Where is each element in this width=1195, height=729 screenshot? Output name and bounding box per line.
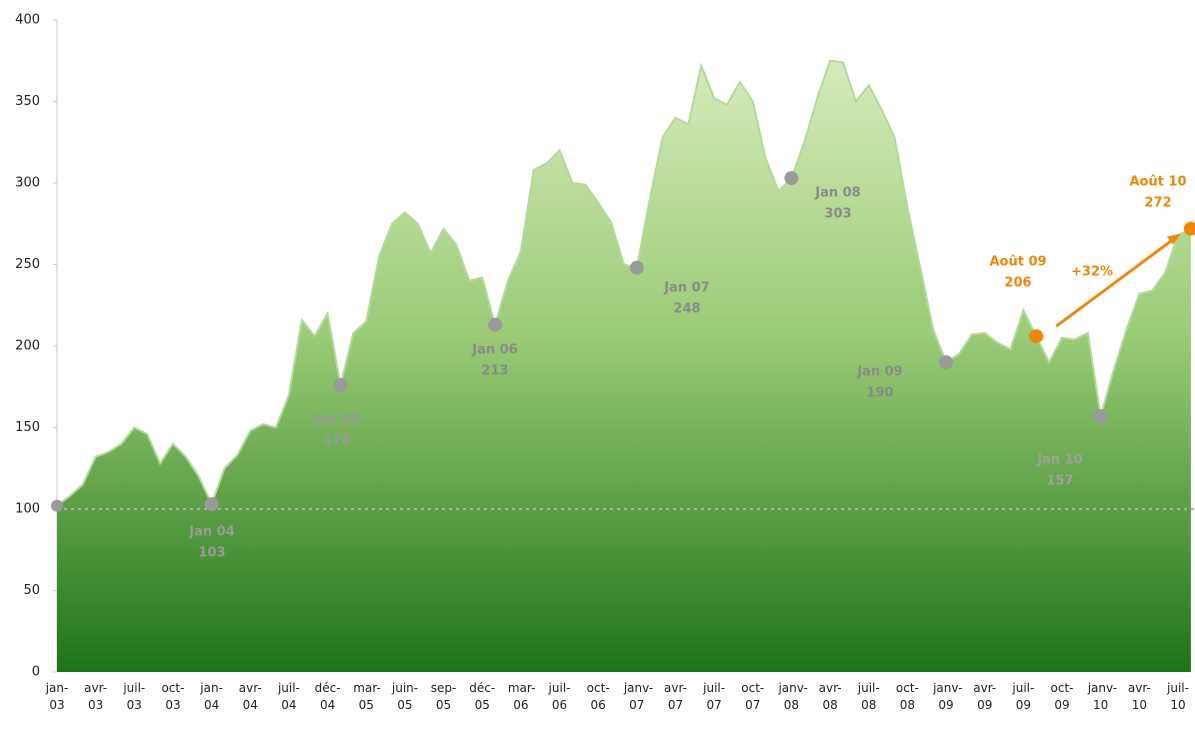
annotation-marker (488, 317, 503, 332)
annotation-marker (333, 378, 348, 393)
area-outline (56, 59, 1192, 507)
x-tick-label: déc-04 (314, 681, 341, 712)
x-tick-label: juin-05 (391, 681, 419, 712)
annotation-label: Jan 10 (1036, 453, 1082, 468)
x-tick-label: oct-08 (895, 681, 919, 712)
annotation-label: Jan 07 (663, 281, 709, 296)
x-tick-label: sep-05 (430, 681, 457, 712)
annotation-marker (1183, 221, 1195, 236)
x-tick-label: oct-03 (161, 681, 185, 712)
annotation-value: 176 (323, 434, 350, 449)
annotation-marker (629, 260, 644, 275)
y-tick-label: 350 (15, 94, 40, 109)
annotation-label: Août 10 (1129, 175, 1186, 190)
annotation-value: 303 (824, 207, 851, 222)
x-tick-label: janv-07 (623, 681, 654, 712)
x-tick-label: avr-07 (663, 681, 687, 712)
start-marker (51, 499, 63, 512)
annotation-label: Jan 09 (856, 365, 902, 380)
annotation-label: Août 09 (989, 255, 1046, 270)
y-tick-label: 250 (15, 257, 40, 272)
annotation-value: 190 (866, 386, 893, 401)
annotation-value: 103 (198, 546, 225, 561)
x-tick-label: jan-03 (45, 681, 69, 712)
x-tick-label: juil-03 (123, 681, 146, 712)
y-tick-label: 300 (15, 176, 40, 191)
annotation-label: Jan 05 (313, 413, 359, 428)
x-tick-label: janv-09 (933, 681, 963, 712)
x-tick-label: avr-04 (238, 681, 262, 712)
x-tick-label: janv-10 (1087, 681, 1118, 712)
x-tick-label: avr-09 (973, 681, 997, 712)
x-tick-label: oct-09 (1050, 681, 1074, 712)
x-tick-label: juil-07 (703, 681, 726, 712)
annotation-value: 213 (481, 364, 508, 379)
x-tick-label: avr-08 (818, 681, 842, 712)
x-tick-label: juil-08 (857, 681, 880, 712)
y-tick-label: 200 (15, 339, 40, 354)
x-tick-label: juil-04 (277, 681, 300, 712)
y-tick-label: 150 (15, 420, 40, 435)
annotation-value: 157 (1046, 474, 1073, 489)
annotation-marker (1093, 409, 1108, 424)
annotation-marker (939, 355, 954, 370)
x-tick-label: oct-07 (741, 681, 765, 712)
x-tick-label: mar-05 (353, 681, 381, 712)
arrow-head (1166, 233, 1181, 245)
change-arrow (1055, 235, 1178, 328)
annotation-label: Jan 08 (814, 186, 860, 201)
x-tick-label: avr-03 (84, 681, 108, 712)
annotation-marker (784, 171, 799, 186)
annotation-value: 206 (1004, 276, 1031, 291)
annotation-marker (1029, 329, 1044, 344)
x-tick-label: avr-10 (1127, 681, 1151, 712)
chart: 0 50 100 150 200 250 300 350 400 Jan 04 103 Jan 05 1… (15, 13, 1195, 680)
annotation-value: 272 (1144, 196, 1171, 211)
annotation-label: Jan 06 (471, 343, 517, 358)
x-tick-label: janv-08 (778, 681, 808, 712)
y-tick-label: 0 (32, 665, 40, 680)
annotation-marker (204, 497, 219, 512)
y-tick-label: 100 (15, 502, 40, 517)
x-tick-label: juil-06 (548, 681, 571, 712)
x-tick-label: juil-10 (1167, 681, 1189, 712)
annotation-value: 248 (673, 302, 700, 317)
x-tick-label: jan-04 (200, 681, 223, 712)
y-tick-label: 400 (15, 13, 40, 28)
annotation-label: Jan 04 (188, 525, 234, 540)
y-tick-label: 50 (23, 583, 40, 598)
x-tick-label: déc-05 (469, 681, 496, 712)
x-tick-label: mar-06 (507, 681, 536, 712)
change-label: +32% (1071, 265, 1113, 280)
x-tick-label: oct-06 (586, 681, 610, 712)
x-tick-label: juil-09 (1012, 681, 1035, 712)
area (57, 60, 1191, 672)
